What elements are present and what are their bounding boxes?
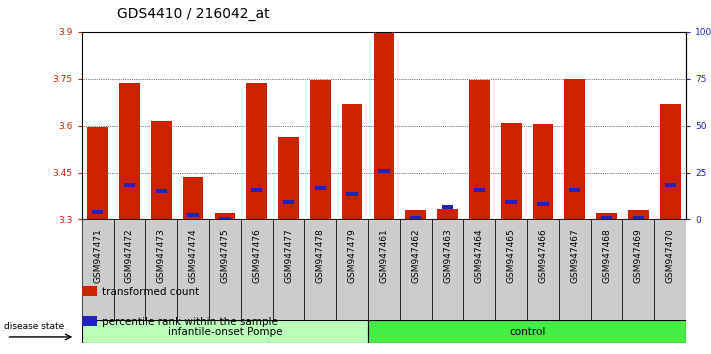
Text: GSM947469: GSM947469 xyxy=(634,228,643,283)
Bar xyxy=(310,80,331,219)
Bar xyxy=(400,219,432,329)
Bar xyxy=(283,200,294,204)
Bar xyxy=(124,183,135,187)
Bar xyxy=(304,219,336,329)
Text: GSM947473: GSM947473 xyxy=(157,228,166,283)
Text: GSM947462: GSM947462 xyxy=(411,228,420,283)
Bar xyxy=(405,210,426,219)
Bar xyxy=(533,124,553,219)
Bar xyxy=(474,188,485,192)
Bar xyxy=(660,104,680,219)
Bar xyxy=(538,202,549,206)
Text: GSM947470: GSM947470 xyxy=(665,228,675,283)
Bar xyxy=(432,219,464,329)
Text: GSM947474: GSM947474 xyxy=(188,228,198,283)
Bar xyxy=(496,219,527,329)
Bar xyxy=(82,320,368,343)
Text: percentile rank within the sample: percentile rank within the sample xyxy=(102,317,277,327)
Bar xyxy=(342,104,363,219)
Bar xyxy=(177,219,209,329)
Bar xyxy=(469,80,490,219)
Bar xyxy=(247,84,267,219)
Bar xyxy=(464,219,496,329)
Text: GSM947472: GSM947472 xyxy=(125,228,134,283)
Bar xyxy=(119,84,140,219)
Bar xyxy=(410,216,422,220)
Bar xyxy=(633,216,644,220)
Bar xyxy=(251,188,262,192)
Bar xyxy=(183,177,203,219)
Text: GSM947464: GSM947464 xyxy=(475,228,484,283)
Bar xyxy=(601,216,612,220)
Text: disease state: disease state xyxy=(4,322,64,331)
Text: GSM947478: GSM947478 xyxy=(316,228,325,283)
Text: transformed count: transformed count xyxy=(102,287,199,297)
Bar xyxy=(506,200,517,204)
Bar xyxy=(559,219,591,329)
Text: GSM947461: GSM947461 xyxy=(380,228,388,283)
Bar xyxy=(368,219,400,329)
Bar xyxy=(527,219,559,329)
Bar xyxy=(378,169,390,173)
Text: GSM947471: GSM947471 xyxy=(93,228,102,283)
Bar xyxy=(569,188,580,192)
Bar xyxy=(336,219,368,329)
Bar xyxy=(628,210,648,219)
Text: control: control xyxy=(509,327,545,337)
Bar xyxy=(278,137,299,219)
Bar xyxy=(346,193,358,196)
Text: GSM947476: GSM947476 xyxy=(252,228,261,283)
Bar xyxy=(82,219,114,329)
Bar xyxy=(654,219,686,329)
Text: GDS4410 / 216042_at: GDS4410 / 216042_at xyxy=(117,7,270,21)
Bar xyxy=(87,127,108,219)
Bar xyxy=(151,121,171,219)
Text: GSM947467: GSM947467 xyxy=(570,228,579,283)
Text: GSM947465: GSM947465 xyxy=(507,228,515,283)
Bar xyxy=(368,320,686,343)
Bar xyxy=(373,33,395,219)
Bar xyxy=(597,213,617,219)
Bar xyxy=(501,122,521,219)
Text: GSM947477: GSM947477 xyxy=(284,228,293,283)
Text: GSM947468: GSM947468 xyxy=(602,228,611,283)
Bar xyxy=(114,219,145,329)
Bar xyxy=(156,189,167,193)
Bar xyxy=(219,217,230,222)
Bar xyxy=(315,186,326,190)
Bar xyxy=(209,219,241,329)
Text: GSM947466: GSM947466 xyxy=(538,228,547,283)
Bar xyxy=(188,213,199,217)
Bar xyxy=(92,210,103,214)
Bar xyxy=(591,219,623,329)
Text: infantile-onset Pompe: infantile-onset Pompe xyxy=(168,327,282,337)
Bar xyxy=(241,219,272,329)
Bar xyxy=(623,219,654,329)
Bar xyxy=(565,79,585,219)
Bar xyxy=(665,183,676,187)
Bar xyxy=(437,209,458,219)
Bar xyxy=(272,219,304,329)
Bar xyxy=(442,205,453,209)
Bar xyxy=(215,213,235,219)
Text: GSM947463: GSM947463 xyxy=(443,228,452,283)
Bar xyxy=(145,219,177,329)
Text: GSM947479: GSM947479 xyxy=(348,228,357,283)
Text: GSM947475: GSM947475 xyxy=(220,228,230,283)
